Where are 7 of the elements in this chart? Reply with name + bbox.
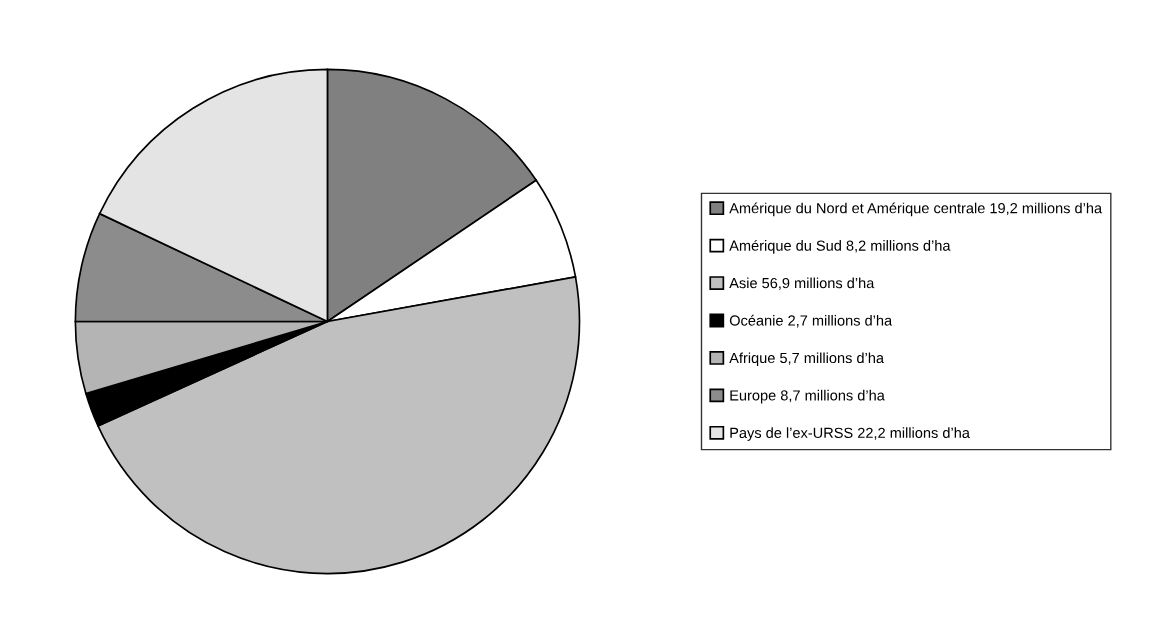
legend-label: Afrique 5,7 millions d’ha [729,352,885,366]
legend-label: Asie 56,9 millions d’ha [729,277,875,290]
legend-label: Europe 8,7 millions d’ha [730,389,885,404]
legend-label: Amérique du Sud 8,2 millions d’ha [729,239,951,254]
legend-label: Pays de l’ex-URSS 22,2 millions d’ha [730,427,970,441]
legend-label: Océanie 2,7 millions d’ha [729,314,893,328]
legend-label: Amérique du Nord et Amérique centrale 19,2 millions d’ha [729,202,1103,217]
